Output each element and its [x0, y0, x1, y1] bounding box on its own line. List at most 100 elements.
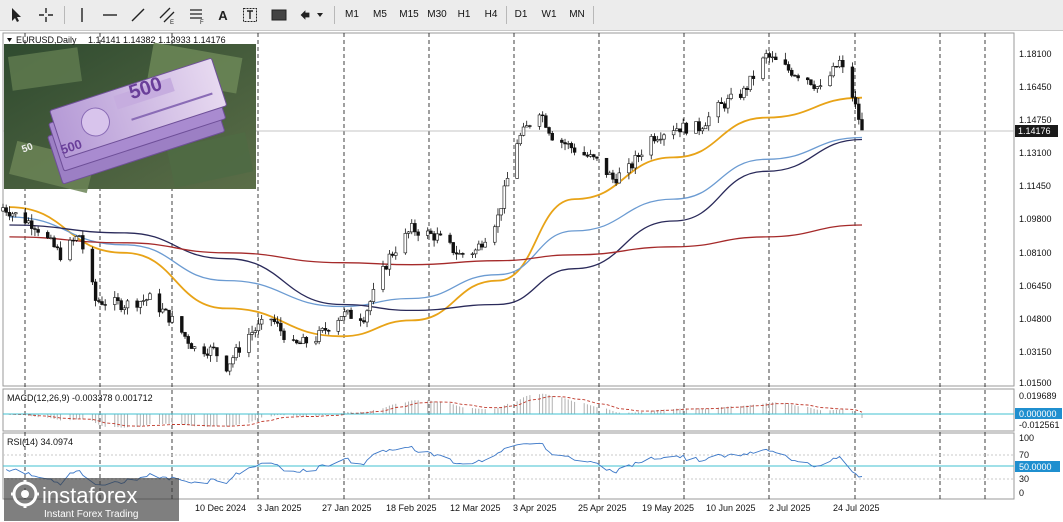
candle-body	[853, 97, 858, 105]
candle-body	[259, 319, 264, 325]
candle-body	[521, 126, 526, 136]
candle-body	[738, 93, 743, 98]
candle-body	[806, 77, 810, 81]
price-tick: 1.16450	[1019, 82, 1052, 92]
candle-body	[234, 347, 238, 359]
candle-body	[135, 300, 139, 308]
candle-body	[652, 136, 657, 142]
candle-body	[71, 239, 75, 242]
candle-body	[49, 237, 53, 239]
candle-body	[569, 143, 574, 149]
candle-body	[544, 115, 548, 128]
candle-body	[253, 330, 257, 333]
timeframe-m1-button[interactable]: M1	[345, 9, 359, 20]
candle-body	[815, 86, 819, 89]
banknotes-image: 500 500 50	[4, 42, 256, 194]
fibonacci-icon[interactable]: F	[186, 4, 208, 26]
date-label: 27 Jan 2025	[322, 503, 372, 513]
candle-body	[164, 308, 168, 311]
candle-body	[58, 247, 63, 261]
channel-icon[interactable]: E	[156, 4, 178, 26]
price-tick: 1.06450	[1019, 281, 1052, 291]
candle-body	[387, 253, 392, 270]
candle-body	[850, 66, 855, 98]
date-label: 25 Apr 2025	[578, 503, 627, 513]
candle-body	[627, 163, 631, 174]
text-icon[interactable]: A	[218, 7, 228, 23]
candle-body	[228, 363, 232, 372]
timeframe-m5-button[interactable]: M5	[373, 9, 387, 20]
candle-body	[100, 301, 104, 305]
candle-body	[116, 297, 120, 301]
candle-body	[675, 128, 679, 131]
vertical-line-icon[interactable]	[72, 4, 92, 26]
candle-body	[770, 56, 775, 59]
candle-body	[224, 355, 229, 372]
horizontal-line-icon[interactable]	[100, 4, 120, 26]
macd-series	[3, 393, 863, 428]
rsi-tick: 50.0000	[1019, 462, 1052, 472]
candle-body	[304, 337, 309, 344]
candle-body	[4, 207, 8, 213]
candle-body	[250, 332, 254, 335]
text-label-icon[interactable]	[240, 4, 260, 26]
candle-body	[113, 297, 117, 305]
crosshair-icon[interactable]	[36, 4, 56, 26]
date-label: 24 Jul 2025	[833, 503, 880, 513]
candle-body	[362, 320, 366, 323]
candle-body	[26, 220, 31, 224]
candle-body	[457, 253, 462, 255]
candle-body	[572, 147, 577, 153]
candle-body	[295, 340, 299, 344]
candle-body	[547, 127, 551, 134]
candle-body	[269, 318, 273, 321]
candle-body	[237, 347, 242, 353]
arrow-shapes-icon[interactable]	[298, 4, 326, 26]
symbol-dropdown-icon[interactable]	[7, 38, 12, 42]
candle-body	[157, 293, 162, 313]
candle-body	[170, 316, 174, 323]
candle-body	[461, 253, 465, 255]
rsi-label: RSI(14) 34.0974	[7, 437, 73, 447]
candle-body	[761, 57, 765, 79]
candle-body	[837, 60, 842, 68]
candle-body	[493, 226, 497, 243]
candle-body	[764, 53, 768, 59]
price-tick: 1.04800	[1019, 314, 1052, 324]
candle-body	[208, 346, 213, 356]
moving-average-line	[9, 96, 863, 338]
candle-body	[454, 252, 459, 255]
timeframe-mn-button[interactable]: MN	[569, 9, 585, 20]
candle-body	[336, 320, 340, 332]
candle-body	[365, 310, 369, 323]
timeframe-h1-button[interactable]: H1	[457, 9, 471, 20]
candle-body	[327, 330, 331, 332]
candle-body	[77, 235, 82, 237]
candle-body	[432, 233, 436, 241]
date-label: 12 Mar 2025	[450, 503, 501, 513]
candle-body	[215, 347, 219, 357]
candle-body	[857, 103, 861, 120]
cursor-icon[interactable]	[6, 4, 26, 26]
moving-averages	[9, 96, 863, 338]
chart-window[interactable]: 1.18100 1.16450 1.14750 1.13100 1.11450 …	[0, 31, 1063, 522]
timeframe-d1-button[interactable]: D1	[514, 9, 528, 20]
macd-label: MACD(12,26,9) -0.003378 0.001712	[7, 393, 153, 403]
rsi-tick: 30	[1019, 474, 1029, 484]
timeframe-m30-button[interactable]: M30	[427, 9, 447, 20]
candle-body	[473, 249, 478, 255]
candle-body	[655, 139, 660, 142]
date-label: 2 Jul 2025	[769, 503, 811, 513]
candle-body	[525, 125, 529, 128]
candle-body	[716, 102, 721, 118]
timeframe-w1-button[interactable]: W1	[541, 9, 557, 20]
trend-line-icon[interactable]	[128, 4, 148, 26]
candle-body	[694, 121, 698, 134]
candle-body	[671, 130, 676, 136]
candle-body	[282, 330, 286, 340]
candle-body	[633, 155, 637, 169]
rectangle-icon[interactable]	[268, 4, 290, 26]
candle-body	[7, 212, 12, 217]
timeframe-h4-button[interactable]: H4	[484, 9, 498, 20]
timeframe-m15-button[interactable]: M15	[399, 9, 419, 20]
